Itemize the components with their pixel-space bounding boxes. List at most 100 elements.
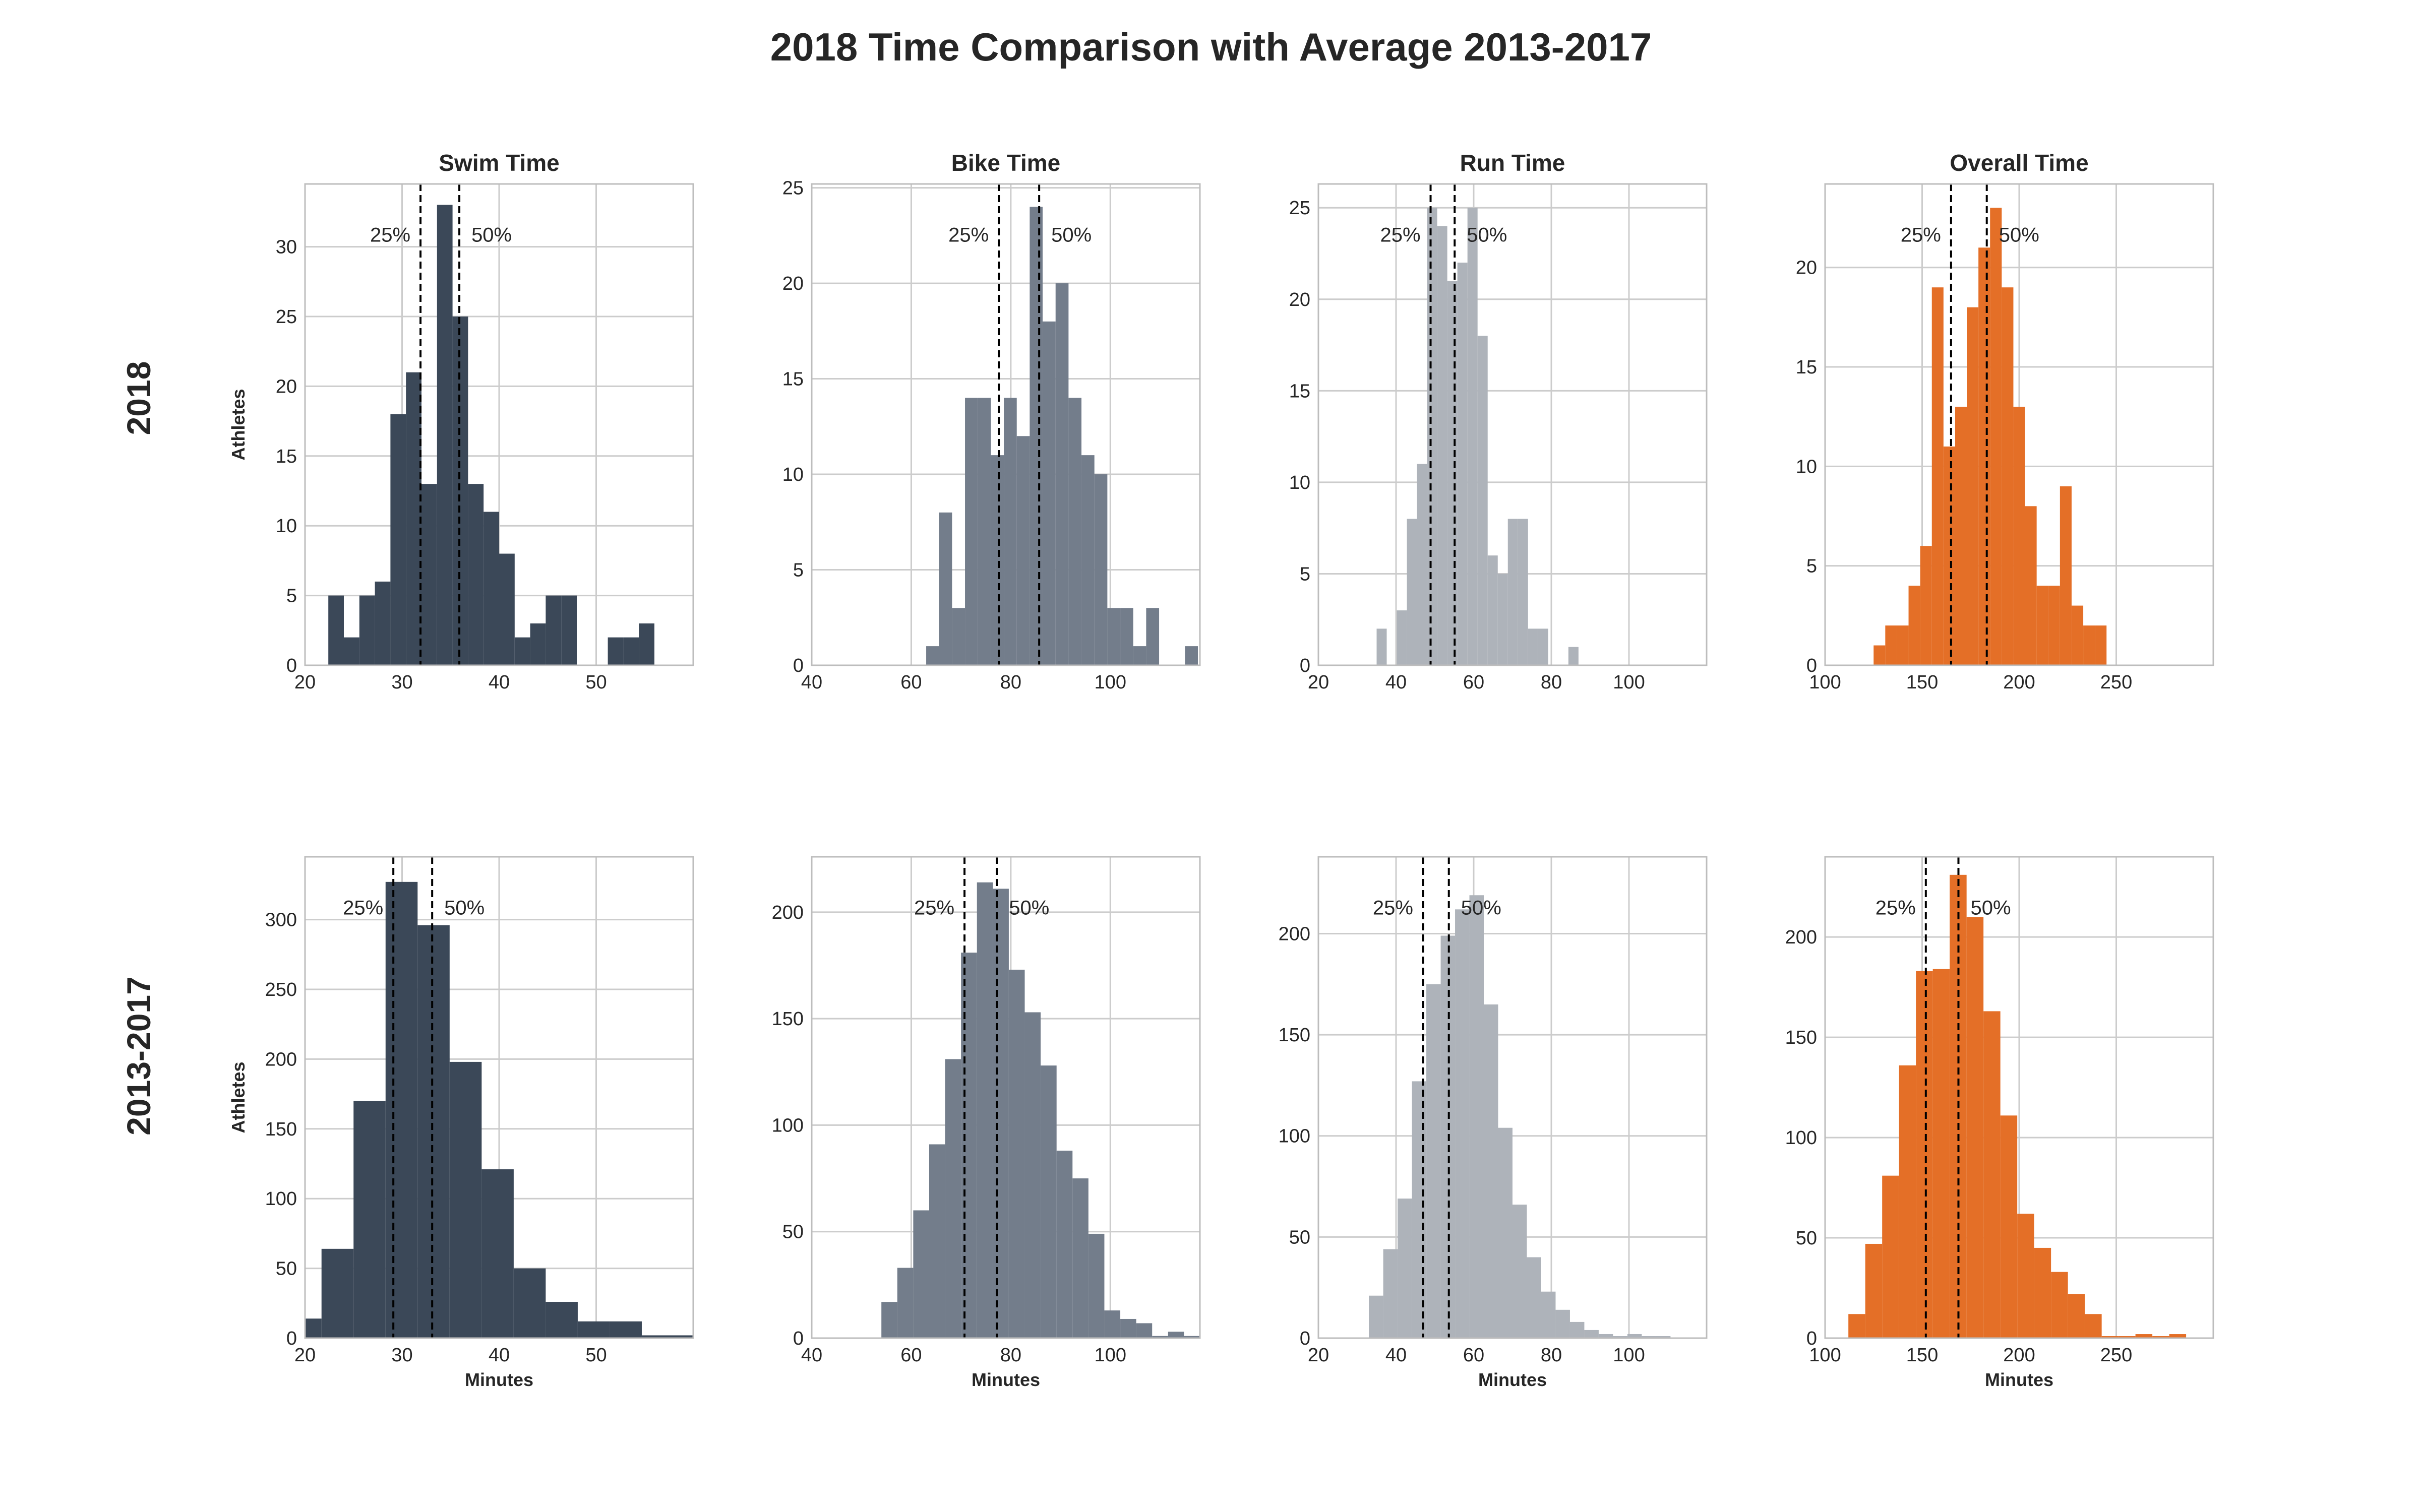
panel-title: Run Time: [1460, 150, 1565, 176]
histogram-bar: [1417, 464, 1427, 665]
p50-label: 50%: [471, 224, 512, 246]
panel-title: Overall Time: [1950, 150, 2088, 176]
axes-frame: [1317, 856, 1708, 1339]
y-tick-label: 100: [1785, 1127, 1817, 1149]
x-tick-label: 80: [1541, 1345, 1562, 1366]
x-tick-label: 40: [1385, 1345, 1407, 1366]
x-tick-label: 50: [585, 1345, 607, 1366]
histogram-bar: [2101, 1336, 2119, 1338]
histogram-bar: [483, 512, 499, 665]
histogram-bar: [546, 595, 562, 665]
histogram-bar: [913, 1210, 929, 1338]
histogram-bar: [481, 1169, 514, 1338]
histogram-bar: [1369, 1295, 1383, 1338]
histogram-bar: [1168, 1332, 1184, 1338]
histogram-bar: [514, 637, 530, 665]
histogram-bar: [421, 484, 437, 665]
x-tick-label: 60: [900, 1345, 922, 1366]
x-tick-label: 80: [1000, 672, 1021, 693]
histogram-bar: [1899, 1065, 1916, 1338]
histogram-bar: [1088, 1233, 1105, 1338]
histogram-bar: [1081, 455, 1095, 665]
histogram-bar: [1518, 519, 1528, 665]
histogram-bar: [1407, 519, 1417, 665]
histogram-bar: [961, 953, 977, 1338]
chart-title: 2018 Time Comparison with Average 2013-2…: [770, 25, 1652, 69]
histogram-bar: [1383, 1249, 1398, 1338]
histogram-bar: [1024, 1012, 1041, 1338]
histogram-panel: 25% 50% 20 40 60 80 100 0 5 10 15 20 25 Run Time: [1289, 150, 1708, 693]
histogram-bar: [1376, 628, 1387, 665]
histogram-bar: [2095, 625, 2107, 665]
y-tick-label: 10: [782, 464, 804, 485]
y-tick-label: 100: [772, 1115, 804, 1136]
histogram-bar: [385, 881, 418, 1338]
y-tick-label: 20: [782, 273, 804, 294]
histogram-bar: [1043, 321, 1056, 665]
histogram-bar: [1931, 287, 1944, 665]
histogram-panel: 25% 50% 40 60 80 100 0 5 10 15 20 25 Bike Time: [782, 150, 1201, 693]
histogram-bar: [1072, 1178, 1088, 1338]
histogram-bar: [1094, 474, 1108, 665]
y-tick-label: 0: [793, 1328, 804, 1349]
x-axis-label: Minutes: [972, 1369, 1040, 1390]
axes-frame: [1824, 183, 2214, 666]
histogram-bar: [1656, 1336, 1671, 1338]
x-tick-label: 100: [1809, 672, 1841, 693]
histogram-bar: [1120, 608, 1133, 665]
histogram-panel: 25% 50% 20 40 60 80 100 0 50 100 150 200 Minutes: [1279, 856, 1708, 1390]
histogram-bar: [1527, 1257, 1541, 1338]
histogram-bar: [991, 455, 1004, 665]
y-tick-label: 200: [772, 902, 804, 923]
x-tick-label: 150: [1906, 672, 1938, 693]
histogram-bar: [1538, 628, 1548, 665]
histogram-bar: [2060, 486, 2072, 665]
histogram-bar: [610, 1321, 642, 1338]
x-tick-label: 60: [1463, 1345, 1484, 1366]
p25-label: 25%: [948, 224, 989, 246]
histogram-bar: [2071, 605, 2084, 665]
histogram-bar: [499, 553, 515, 665]
x-tick-label: 100: [1613, 672, 1645, 693]
p25-label: 25%: [1380, 224, 1420, 246]
histogram-bar: [1555, 1309, 1570, 1338]
histogram-bar: [1068, 398, 1082, 665]
histogram-bar: [1613, 1336, 1627, 1338]
y-axis-label: Athletes: [228, 389, 249, 460]
histogram-bar: [608, 637, 624, 665]
histogram-bar: [1541, 1291, 1556, 1338]
x-tick-label: 100: [1095, 1345, 1126, 1366]
y-tick-label: 200: [1785, 927, 1817, 948]
p25-label: 25%: [1373, 897, 1413, 919]
histogram-bar: [1882, 1175, 1899, 1338]
x-axis-label: Minutes: [465, 1369, 533, 1390]
histogram-bar: [1966, 917, 1984, 1338]
x-tick-label: 250: [2100, 1345, 2132, 1366]
histogram-bar: [1104, 1310, 1121, 1338]
histogram-bar: [2017, 1214, 2034, 1338]
p25-label: 25%: [370, 224, 410, 246]
p50-label: 50%: [1999, 224, 2039, 246]
panel-title: Swim Time: [439, 150, 559, 176]
p50-label: 50%: [1009, 897, 1049, 919]
y-tick-label: 0: [1300, 655, 1310, 676]
y-tick-label: 50: [1289, 1227, 1310, 1248]
y-tick-label: 15: [1289, 381, 1310, 402]
x-tick-label: 20: [1308, 1345, 1329, 1366]
y-tick-label: 5: [793, 560, 804, 581]
histogram-bar: [881, 1302, 897, 1338]
panel-title: Bike Time: [951, 150, 1060, 176]
histogram-bar: [530, 623, 546, 665]
histogram-bar: [641, 1335, 693, 1338]
histogram-bar: [1865, 1243, 1883, 1338]
histogram-bar: [1916, 971, 1933, 1338]
histogram-bar: [561, 595, 577, 665]
histogram-bar: [1457, 263, 1468, 665]
histogram-bar: [2025, 506, 2037, 665]
x-tick-label: 60: [1463, 672, 1484, 693]
y-tick-label: 20: [1289, 289, 1310, 310]
row-label-2018: 2018: [120, 361, 157, 435]
x-tick-label: 40: [801, 1345, 822, 1366]
histogram-bar: [546, 1302, 578, 1338]
y-tick-label: 0: [1806, 655, 1817, 676]
